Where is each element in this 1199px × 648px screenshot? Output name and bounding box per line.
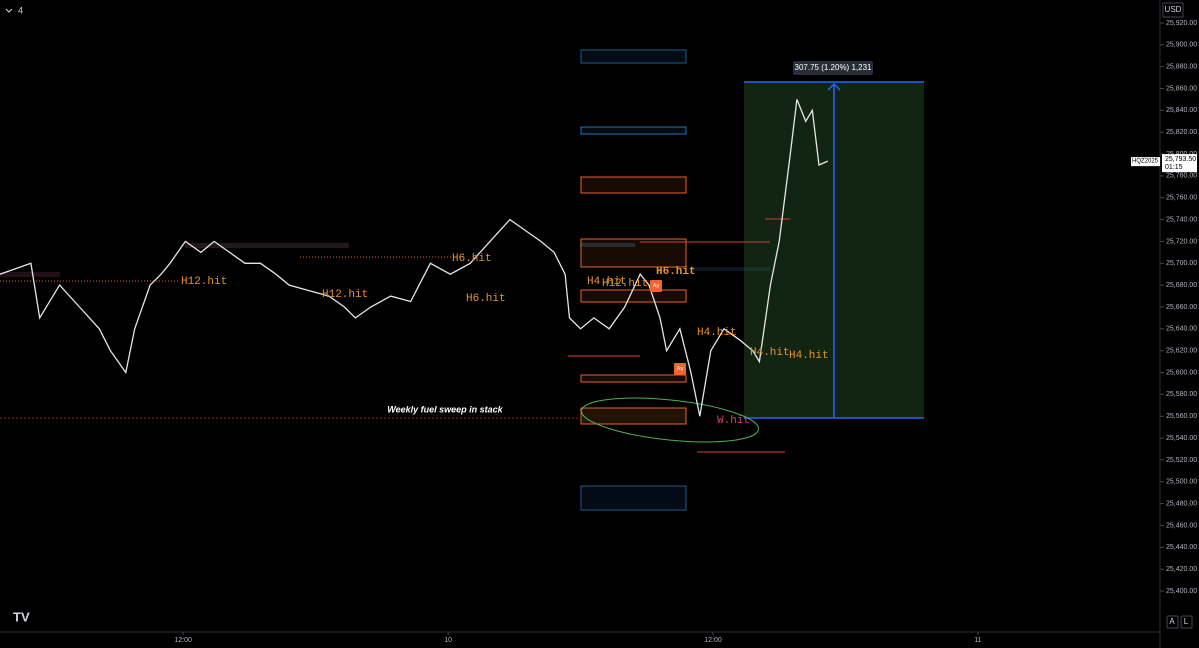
marker-box xyxy=(650,280,662,292)
marker-bar xyxy=(185,243,349,248)
y-tick-label: 25,680.00 xyxy=(1166,282,1197,289)
currency-box xyxy=(1162,2,1184,18)
y-tick-label: 25,840.00 xyxy=(1166,107,1197,114)
marker-label: Av xyxy=(677,367,684,373)
zones xyxy=(0,49,924,511)
zone xyxy=(580,176,687,194)
annotation: H4.hit xyxy=(587,276,627,288)
marker-bar xyxy=(690,267,770,271)
button[interactable]: A xyxy=(1169,617,1175,626)
annotation: H12.hit xyxy=(602,278,648,290)
y-tick-label: 25,860.00 xyxy=(1166,85,1197,92)
y-tick-label: 25,560.00 xyxy=(1166,413,1197,420)
marker-label: Av xyxy=(653,284,660,290)
zone xyxy=(580,485,687,511)
annotation: H12.hit xyxy=(322,289,368,301)
annotation: H4.hit xyxy=(750,347,790,359)
y-tick-label: 25,440.00 xyxy=(1166,544,1197,551)
marker-bar xyxy=(580,243,635,247)
symbol: HQZ2025 xyxy=(1132,159,1159,165)
y-tick-label: 25,400.00 xyxy=(1166,588,1197,595)
button-box xyxy=(1180,615,1193,629)
x-tick-label: 12:00 xyxy=(174,637,192,644)
y-tick-label: 25,600.00 xyxy=(1166,369,1197,376)
y-tick-label: 25,620.00 xyxy=(1166,348,1197,355)
y-tick-label: 25,520.00 xyxy=(1166,457,1197,464)
y-tick-label: 25,740.00 xyxy=(1166,216,1197,223)
y-tick-label: 25,700.00 xyxy=(1166,260,1197,267)
dropdown-icon xyxy=(5,8,13,13)
y-tick-label: 25,880.00 xyxy=(1166,63,1197,70)
annotation: H6.hit xyxy=(656,266,696,278)
symbol-box xyxy=(1131,157,1160,167)
annotation: W.hit xyxy=(717,415,750,427)
measure-label: 307.75 (1.20%) 1,231 xyxy=(795,63,872,72)
last-price-box xyxy=(1162,154,1197,173)
logo: TV xyxy=(13,609,30,624)
zone xyxy=(580,374,687,383)
annotation: H12.hit xyxy=(181,276,227,288)
x-tick-label: 12:00 xyxy=(704,637,722,644)
last-price: 25,793.50 xyxy=(1165,156,1196,163)
y-tick-label: 25,720.00 xyxy=(1166,238,1197,245)
zone xyxy=(580,126,687,135)
interval: 4 xyxy=(18,5,23,15)
y-tick-label: 25,500.00 xyxy=(1166,479,1197,486)
y-tick-label: 25,640.00 xyxy=(1166,326,1197,333)
annotation: H6.hit xyxy=(466,293,506,305)
zone xyxy=(580,407,687,425)
y-tick-label: 25,480.00 xyxy=(1166,500,1197,507)
x-tick-label: 11 xyxy=(974,637,981,644)
sweep-ellipse xyxy=(580,397,760,443)
y-tick-label: 25,760.00 xyxy=(1166,195,1197,202)
button-box xyxy=(1166,615,1179,629)
y-tick-label: 25,920.00 xyxy=(1166,20,1197,27)
interval-box xyxy=(1,4,23,17)
zone xyxy=(580,49,687,64)
y-tick-label: 25,540.00 xyxy=(1166,435,1197,442)
marker-bar xyxy=(0,272,60,277)
annotation: H6.hit xyxy=(452,253,492,265)
zone xyxy=(580,289,687,303)
annotation: Weekly fuel sweep in stack xyxy=(387,404,503,414)
countdown: 01:15 xyxy=(1165,164,1183,171)
y-tick-label: 25,420.00 xyxy=(1166,566,1197,573)
y-tick-label: 25,820.00 xyxy=(1166,129,1197,136)
level-line xyxy=(568,218,790,453)
y-tick-label: 25,900.00 xyxy=(1166,42,1197,49)
y-tick-label: 25,580.00 xyxy=(1166,391,1197,398)
price-line xyxy=(0,99,829,417)
measure-arrow-head xyxy=(827,82,841,91)
y-tick-label: 25,460.00 xyxy=(1166,522,1197,529)
zone xyxy=(580,238,687,268)
marker-box xyxy=(674,363,686,375)
currency[interactable]: USD xyxy=(1165,5,1182,14)
x-tick-label: 10 xyxy=(444,637,452,644)
button[interactable]: L xyxy=(1184,617,1189,626)
y-tick-label: 25,780.00 xyxy=(1166,173,1197,180)
y-tick-label: 25,660.00 xyxy=(1166,304,1197,311)
measure-label-box xyxy=(793,61,873,75)
annotation: H4.hit xyxy=(697,327,737,339)
annotation: H4.hit xyxy=(789,350,829,362)
